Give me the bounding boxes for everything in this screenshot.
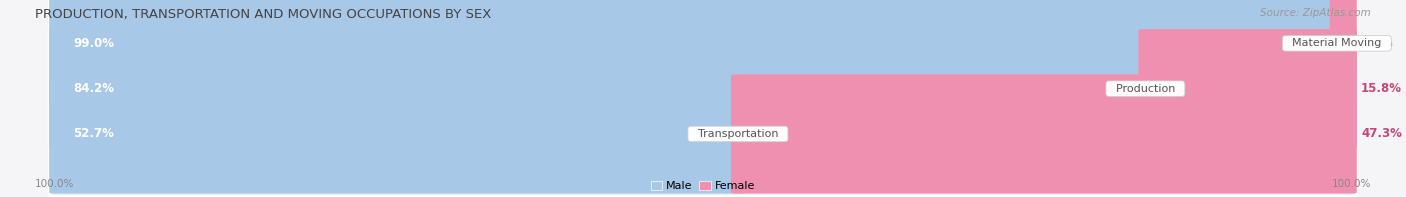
FancyBboxPatch shape: [49, 72, 1357, 196]
FancyBboxPatch shape: [49, 29, 1153, 148]
Text: 1.0%: 1.0%: [1361, 37, 1393, 50]
Text: 52.7%: 52.7%: [73, 127, 114, 140]
Text: Transportation: Transportation: [690, 129, 785, 139]
FancyBboxPatch shape: [1330, 0, 1357, 103]
Text: 100.0%: 100.0%: [1331, 179, 1371, 189]
Text: Material Moving: Material Moving: [1285, 38, 1389, 48]
FancyBboxPatch shape: [49, 0, 1357, 105]
FancyBboxPatch shape: [1139, 29, 1357, 148]
Text: 15.8%: 15.8%: [1361, 82, 1402, 95]
Text: 99.0%: 99.0%: [73, 37, 114, 50]
Legend: Male, Female: Male, Female: [651, 181, 755, 191]
FancyBboxPatch shape: [731, 74, 1357, 193]
Text: PRODUCTION, TRANSPORTATION AND MOVING OCCUPATIONS BY SEX: PRODUCTION, TRANSPORTATION AND MOVING OC…: [35, 8, 492, 21]
Text: Source: ZipAtlas.com: Source: ZipAtlas.com: [1260, 8, 1371, 18]
Text: 84.2%: 84.2%: [73, 82, 114, 95]
Text: 47.3%: 47.3%: [1361, 127, 1402, 140]
FancyBboxPatch shape: [49, 27, 1357, 151]
FancyBboxPatch shape: [49, 0, 1344, 103]
Text: Production: Production: [1109, 84, 1182, 94]
Text: 100.0%: 100.0%: [35, 179, 75, 189]
FancyBboxPatch shape: [49, 74, 745, 193]
